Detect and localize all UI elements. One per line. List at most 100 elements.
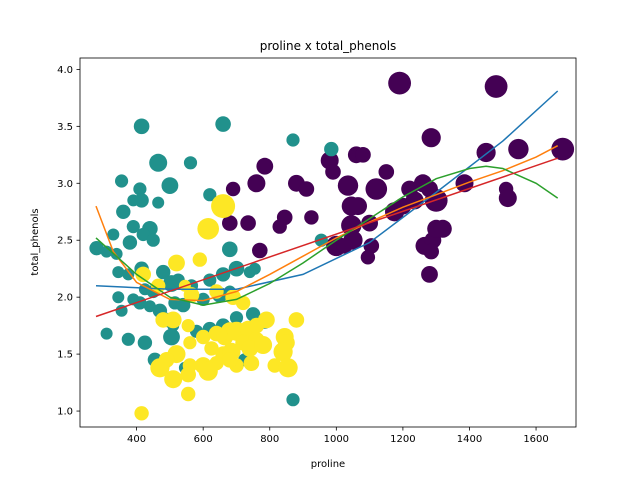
y-tick-label: 1.5 (57, 350, 73, 361)
data-point-class-2 (164, 370, 183, 389)
data-point-class-1 (203, 188, 217, 202)
fit-line-2 (95, 145, 559, 302)
data-point-class-0 (421, 128, 441, 148)
data-point-class-2 (204, 341, 219, 356)
x-tick-label: 1400 (457, 434, 482, 445)
x-axis-label: proline (311, 459, 345, 470)
data-point-class-1 (215, 267, 231, 282)
data-point-class-0 (256, 157, 274, 175)
data-point-class-1 (115, 304, 128, 317)
data-point-class-0 (276, 209, 293, 226)
data-point-class-2 (241, 340, 259, 357)
x-tick-label: 1600 (523, 434, 548, 445)
points-layer (89, 71, 575, 421)
data-point-class-2 (273, 342, 293, 362)
data-point-class-0 (336, 238, 353, 254)
data-point-class-2 (181, 319, 195, 333)
data-point-class-2 (183, 287, 200, 303)
data-point-class-0 (225, 181, 241, 197)
data-point-class-1 (152, 196, 165, 209)
data-point-class-2 (222, 352, 238, 368)
data-point-class-1 (122, 268, 135, 281)
data-point-class-1 (115, 174, 129, 188)
data-point-class-1 (89, 241, 104, 256)
data-point-class-2 (135, 266, 151, 283)
data-point-class-1 (107, 228, 120, 241)
data-point-class-0 (498, 189, 517, 208)
data-point-class-2 (164, 311, 182, 329)
data-point-class-1 (133, 182, 147, 196)
data-point-class-1 (112, 266, 125, 279)
data-point-class-0 (360, 250, 376, 265)
data-point-class-2 (267, 358, 282, 373)
data-point-class-0 (378, 164, 395, 180)
fit-line-3 (95, 165, 559, 306)
y-tick-label: 3.5 (57, 122, 73, 133)
data-point-class-0 (251, 242, 268, 259)
data-point-class-0 (365, 178, 388, 200)
data-point-class-2 (235, 295, 251, 311)
fit-line-4 (95, 157, 558, 318)
data-point-class-1 (133, 118, 150, 135)
data-point-class-0 (433, 219, 452, 238)
data-point-class-0 (325, 164, 341, 180)
data-point-class-0 (355, 147, 371, 163)
data-point-class-1 (196, 292, 210, 306)
fit-lines-layer (95, 90, 559, 318)
data-point-class-1 (100, 327, 113, 340)
data-point-class-0 (484, 75, 508, 98)
data-point-class-1 (222, 241, 238, 258)
data-point-class-2 (198, 361, 218, 381)
data-point-class-0 (423, 243, 440, 260)
data-point-class-1 (156, 264, 171, 280)
data-point-class-0 (337, 175, 359, 196)
data-point-class-2 (197, 218, 219, 240)
fit-line-1 (95, 90, 559, 290)
x-axis: 400 600 800 1000 1200 1400 1600 (127, 427, 549, 445)
data-point-class-1 (248, 262, 261, 275)
data-point-class-0 (222, 215, 238, 231)
y-tick-label: 4.0 (57, 65, 73, 76)
x-tick-label: 600 (194, 434, 213, 445)
data-point-class-1 (215, 116, 231, 132)
y-tick-label: 2.5 (57, 236, 73, 247)
data-point-class-1 (229, 311, 244, 325)
data-point-class-0 (247, 174, 266, 193)
y-tick-label: 3.0 (57, 179, 73, 190)
data-point-class-2 (258, 311, 275, 329)
data-point-class-0 (298, 181, 315, 197)
data-point-class-1 (286, 393, 300, 407)
data-point-class-2 (168, 254, 185, 272)
data-point-class-2 (288, 312, 305, 328)
data-point-class-2 (183, 336, 197, 350)
x-tick-label: 1200 (390, 434, 415, 445)
data-point-class-2 (254, 336, 273, 354)
data-point-class-2 (196, 329, 211, 345)
data-point-class-0 (363, 238, 380, 254)
data-point-class-1 (286, 133, 300, 147)
y-axis-label: total_phenols (30, 208, 41, 275)
y-axis: 1.0 1.5 2.0 2.5 3.0 3.5 4.0 (57, 65, 80, 418)
data-point-class-1 (126, 220, 140, 234)
data-point-class-2 (180, 366, 196, 383)
data-point-class-2 (209, 284, 224, 299)
data-point-class-2 (192, 252, 207, 267)
plot-frame (79, 57, 577, 428)
data-point-class-0 (349, 197, 367, 216)
data-point-class-1 (134, 193, 149, 208)
data-point-class-2 (278, 358, 298, 378)
data-point-class-1 (112, 291, 125, 304)
data-point-class-0 (304, 210, 319, 225)
x-tick-label: 1000 (324, 434, 349, 445)
chart-title: proline x total_phenols (260, 39, 397, 53)
data-point-class-1 (183, 156, 198, 170)
y-tick-label: 1.0 (57, 407, 73, 418)
data-point-class-1 (116, 204, 131, 219)
data-point-class-1 (149, 153, 168, 172)
data-point-class-1 (121, 332, 135, 346)
data-point-class-2 (150, 358, 170, 378)
data-point-class-2 (134, 406, 149, 421)
data-point-class-0 (388, 71, 411, 95)
x-tick-label: 400 (127, 434, 146, 445)
